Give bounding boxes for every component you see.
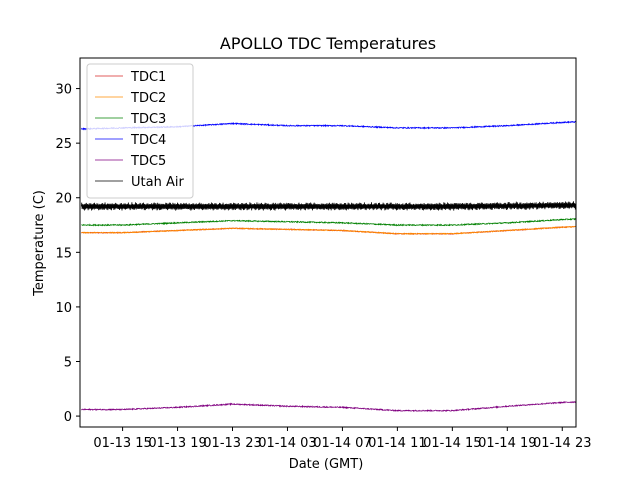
legend-box <box>86 63 194 199</box>
legend: TDC1 TDC2 TDC3 TDC4 TDC5 Utah Air <box>86 63 194 199</box>
y-tick-label: 10 <box>55 301 72 316</box>
y-tick-label: 25 <box>55 137 72 152</box>
x-tick-label: 01-14 19 <box>478 436 536 451</box>
legend-label: TDC4 <box>130 133 166 148</box>
y-axis-label: Temperature (C) <box>32 190 47 297</box>
legend-label: TDC3 <box>130 112 166 127</box>
x-tick-label: 01-14 15 <box>423 436 481 451</box>
series-line-tdc3 <box>81 217 576 227</box>
y-tick-label: 20 <box>55 192 72 207</box>
y-tick-label: 30 <box>55 83 72 98</box>
chart-title: APOLLO TDC Temperatures <box>220 34 436 53</box>
legend-label: TDC2 <box>130 91 166 106</box>
legend-label: TDC1 <box>130 70 166 85</box>
legend-label: TDC5 <box>130 154 166 169</box>
legend-label: Utah Air <box>131 175 184 190</box>
x-tick-label: 01-13 19 <box>148 436 206 451</box>
series-line-tdc5 <box>81 400 576 413</box>
x-tick-label: 01-13 15 <box>93 436 151 451</box>
y-tick-label: 5 <box>64 355 72 370</box>
series-line-tdc2 <box>81 225 576 236</box>
x-axis-label: Date (GMT) <box>289 457 364 472</box>
x-tick-label: 01-14 11 <box>368 436 426 451</box>
y-tick-label: 15 <box>55 246 72 261</box>
series-line-utah-air <box>80 201 576 211</box>
x-tick-label: 01-13 23 <box>203 436 261 451</box>
y-tick-label: 0 <box>64 410 72 425</box>
x-tick-label: 01-14 03 <box>258 436 316 451</box>
x-tick-label: 01-14 07 <box>313 436 371 451</box>
axes-frame <box>79 57 577 428</box>
x-tick-label: 01-14 23 <box>533 436 591 451</box>
